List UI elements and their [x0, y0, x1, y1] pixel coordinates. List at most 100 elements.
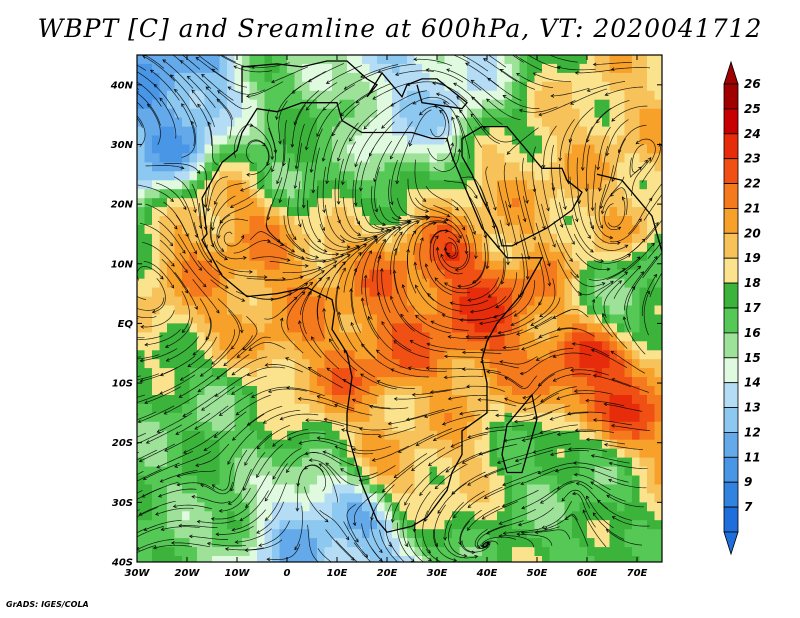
- field-cell: [137, 323, 146, 333]
- field-cell: [489, 108, 498, 119]
- field-cell: [369, 475, 378, 485]
- streamline-arrow: [309, 282, 314, 286]
- field-cell: [212, 341, 221, 351]
- field-cell: [534, 99, 543, 110]
- field-cell: [429, 386, 438, 396]
- field-cell: [429, 296, 438, 307]
- field-cell: [617, 314, 626, 324]
- field-cell: [264, 63, 273, 74]
- field-cell: [144, 242, 153, 253]
- streamline: [361, 198, 384, 230]
- field-cell: [287, 81, 296, 92]
- field-cell: [369, 260, 378, 271]
- field-cell: [587, 162, 596, 172]
- field-cell: [482, 475, 491, 485]
- field-cell: [369, 108, 378, 119]
- field-cell: [512, 341, 521, 351]
- field-cell: [249, 386, 258, 396]
- streamline: [317, 185, 325, 231]
- streamline: [137, 295, 147, 300]
- field-cell: [654, 180, 662, 190]
- field-cell: [272, 403, 281, 414]
- field-cell: [542, 430, 551, 441]
- field-cell: [609, 457, 618, 468]
- field-cell: [362, 90, 371, 101]
- field-cell: [144, 225, 153, 235]
- field-cell: [287, 377, 296, 387]
- field-cell: [264, 439, 273, 450]
- field-cell: [302, 117, 311, 128]
- streamline: [432, 82, 468, 102]
- field-cell: [159, 278, 168, 289]
- field-cell: [587, 251, 596, 262]
- field-cell: [362, 421, 371, 432]
- field-cell: [137, 403, 146, 414]
- streamline: [269, 261, 309, 267]
- streamline-arrow: [611, 178, 615, 182]
- field-cell: [309, 162, 318, 172]
- field-cell: [362, 296, 371, 307]
- field-cell: [459, 296, 468, 307]
- streamline: [175, 214, 197, 254]
- field-cell: [542, 529, 551, 539]
- field-cell: [497, 225, 506, 235]
- field-cell: [624, 296, 633, 307]
- field-cell: [302, 511, 311, 521]
- field-cell: [617, 395, 626, 405]
- streamline-arrow: [412, 230, 417, 234]
- field-cell: [512, 216, 521, 226]
- streamline-arrow: [197, 388, 202, 393]
- streamline: [596, 100, 630, 124]
- field-cell: [242, 368, 251, 378]
- field-cell: [557, 117, 566, 128]
- field-cell: [579, 395, 588, 405]
- streamline-arrow: [311, 189, 316, 194]
- streamline: [361, 250, 372, 295]
- field-cell: [347, 457, 356, 468]
- field-cell: [444, 305, 453, 315]
- field-cell: [144, 251, 153, 262]
- field-cell: [204, 269, 213, 280]
- field-cell: [204, 99, 213, 110]
- field-cell: [399, 135, 408, 145]
- field-cell: [422, 153, 431, 163]
- field-cell: [534, 305, 543, 315]
- field-cell: [234, 377, 243, 387]
- streamline: [354, 239, 378, 276]
- field-cell: [594, 198, 603, 208]
- field-cell: [294, 198, 303, 208]
- field-cell: [444, 180, 453, 190]
- field-cell: [534, 162, 543, 172]
- field-cell: [137, 395, 146, 405]
- field-cell: [212, 72, 221, 83]
- field-cell: [159, 520, 168, 530]
- streamline-arrow: [304, 146, 309, 151]
- field-cell: [602, 493, 611, 503]
- field-cell: [234, 511, 243, 521]
- field-cell: [632, 108, 641, 119]
- field-cell: [197, 242, 206, 253]
- streamline: [265, 364, 304, 373]
- field-cell: [497, 251, 506, 262]
- field-cell: [272, 475, 281, 485]
- field-cell: [197, 296, 206, 307]
- field-cell: [399, 314, 408, 324]
- field-cell: [542, 251, 551, 262]
- field-cell: [227, 225, 236, 235]
- streamline: [247, 366, 285, 376]
- field-cell: [324, 350, 333, 360]
- streamline: [391, 216, 430, 222]
- field-cell: [272, 251, 281, 262]
- field-cell: [399, 430, 408, 441]
- field-cell: [482, 242, 491, 253]
- streamline: [197, 260, 229, 289]
- field-cell: [482, 403, 491, 414]
- field-cell: [414, 242, 423, 253]
- streamline: [159, 374, 196, 395]
- field-cell: [542, 225, 551, 235]
- field-cell: [309, 189, 318, 199]
- field-cell: [459, 216, 468, 226]
- field-cell: [482, 189, 491, 199]
- field-cell: [272, 287, 281, 298]
- field-cell: [527, 421, 536, 432]
